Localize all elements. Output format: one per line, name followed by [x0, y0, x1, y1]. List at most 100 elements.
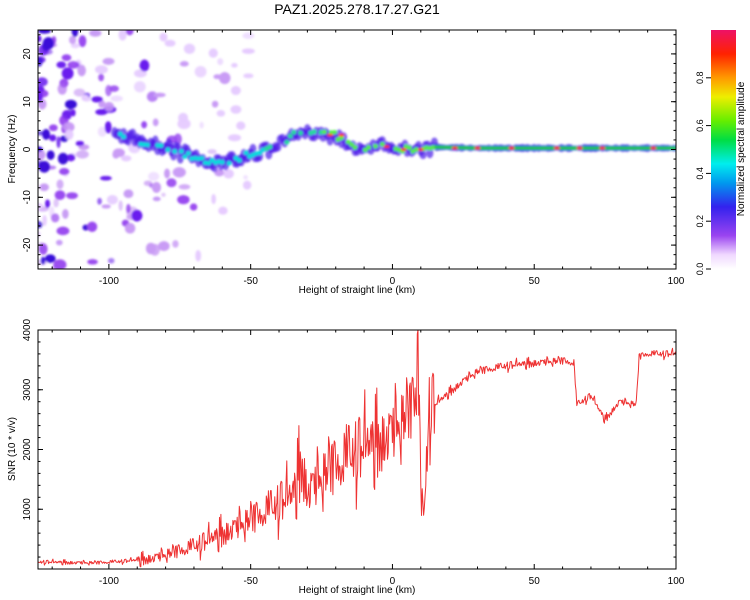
- spectrogram-noise-blob: [159, 32, 168, 42]
- spectrogram-noise-blob: [100, 175, 112, 181]
- spectrogram-noise-blob: [75, 141, 84, 147]
- colorbar-label: Normalized spectral amplitude: [736, 81, 747, 216]
- spectrogram-noise-blob: [95, 65, 108, 74]
- spectrogram-ridge-core: [444, 145, 450, 149]
- spectrogram-ridge-core: [560, 146, 565, 150]
- spectrogram-ridge-core: [618, 146, 623, 150]
- spectrogram-ridge-core: [669, 146, 674, 150]
- spectrogram-noise-blob: [178, 184, 191, 190]
- spectrogram-ridge-peak: [650, 146, 657, 150]
- spectrogram-noise-blob: [56, 226, 70, 236]
- spectrogram-noise-blob: [223, 169, 234, 179]
- spectrogram-ridge-core: [362, 147, 368, 153]
- spectrogram-noise-blob: [212, 100, 219, 108]
- snr-x-tick-label: 100: [668, 576, 685, 587]
- spectrogram-noise-blob: [38, 220, 43, 229]
- spectrogram-ridge-core: [243, 150, 249, 156]
- colorbar-tick-label: 0.4: [695, 167, 705, 180]
- spectrogram-ridge-core: [413, 147, 419, 152]
- spectrogram-noise-blob: [73, 88, 86, 97]
- spectrogram-noise-blob: [164, 39, 176, 47]
- spectrogram-ridge-core: [145, 142, 150, 147]
- spectrogram-noise-blob: [104, 102, 114, 112]
- spectrogram-noise-blob: [62, 110, 72, 120]
- spectrogram-noise-blob: [207, 149, 217, 155]
- spectrogram-noise-blob: [109, 85, 119, 92]
- spectrogram-ridge-core: [641, 146, 647, 150]
- spectrogram-noise: [38, 30, 255, 269]
- spectrogram-noise-blob: [70, 109, 76, 117]
- spectrogram-noise-blob: [70, 43, 80, 49]
- spectrogram-ridge-core: [522, 146, 528, 150]
- spectrogram-ridge-core: [638, 146, 644, 150]
- spectrogram-ridge-core: [607, 146, 613, 150]
- spectrogram-noise-blob: [97, 197, 102, 205]
- spectrogram-ridge-core: [587, 146, 593, 150]
- spectrogram-noise-blob: [183, 43, 196, 54]
- spectrogram-ridge-core: [658, 146, 664, 150]
- spectrogram-ridge-core: [209, 158, 215, 163]
- spectrogram-ridge-core: [328, 130, 334, 135]
- spectrogram-noise-blob: [59, 168, 70, 175]
- spectrogram-x-tick-label: -100: [99, 276, 119, 287]
- spectrogram-ridge-core: [488, 146, 494, 150]
- chart-title: PAZ1.2025.278.17.27.G21: [274, 1, 440, 17]
- spectrogram-noise-blob: [195, 250, 201, 262]
- spectrogram-ridge-core: [594, 146, 600, 150]
- spectrogram-noise-blob: [76, 150, 89, 159]
- spectrogram-noise-blob: [87, 221, 98, 232]
- spectrogram-ridge-core: [165, 147, 171, 152]
- snr-series-line: [38, 330, 676, 568]
- spectrogram-noise-blob: [38, 57, 43, 67]
- spectrogram-ridge-core: [563, 146, 569, 150]
- spectrogram-noise-blob: [56, 179, 64, 190]
- spectrogram-noise-blob: [50, 213, 60, 223]
- spectrogram-noise-blob: [98, 100, 106, 108]
- spectrogram-noise-blob: [152, 118, 159, 127]
- spectrogram-noise-blob: [228, 134, 241, 142]
- spectrogram-noise-blob: [146, 91, 158, 102]
- spectrogram-noise-blob: [158, 241, 170, 251]
- spectrogram-ridge-core: [267, 144, 273, 150]
- spectrogram-ridge-core: [352, 145, 358, 150]
- spectrogram-noise-blob: [53, 198, 59, 208]
- spectrogram-ridge-core: [226, 160, 232, 166]
- spectrogram-ridge-core: [257, 150, 263, 156]
- spectrogram-ridge-peak: [553, 146, 560, 150]
- spectrogram-noise-blob: [218, 206, 228, 215]
- spectrogram-ridge-core: [495, 146, 501, 150]
- spectrogram-ridge-core: [590, 146, 596, 150]
- spectrogram-x-axis: -100 -50 0 50 100: [51, 30, 685, 287]
- spectrogram-ridge-core: [206, 160, 212, 166]
- spectrogram-ridge-core: [628, 146, 634, 150]
- snr-x-axis: -100 -50 0 50 100: [51, 330, 685, 587]
- spectrogram-ridge-peak: [599, 146, 606, 150]
- spectrogram-ridge-core: [407, 145, 412, 151]
- spectrogram-noise-blob: [71, 30, 79, 37]
- spectrogram-noise-blob: [199, 121, 204, 129]
- spectrogram-noise-blob: [145, 242, 156, 255]
- spectrogram-ridge-peak: [451, 146, 458, 150]
- spectrogram-ridge-halo: [419, 150, 427, 160]
- spectrogram-noise-blob: [38, 30, 51, 34]
- spectrogram-noise-blob: [118, 30, 127, 41]
- spectrogram-noise-blob: [38, 161, 50, 173]
- spectrogram-ridge-halo: [378, 136, 386, 145]
- snr-panel: -100 -50 0 50 100 1000 2000 3000 4000 Height of…: [7, 318, 685, 596]
- spectrogram-ridge-core: [624, 146, 630, 150]
- spectrogram-noise-blob: [125, 30, 134, 36]
- spectrogram-noise-blob: [102, 58, 115, 65]
- spectrogram-ridge-halo: [426, 148, 434, 159]
- spectrogram-noise-blob: [121, 155, 132, 162]
- spectrogram-ridge-halo: [274, 142, 282, 152]
- spectrogram-y-tick-label: -20: [22, 237, 33, 252]
- colorbar-tick-label: 0.6: [695, 119, 705, 132]
- spectrogram-noise-blob: [91, 96, 103, 103]
- snr-x-tick-label: -50: [243, 576, 258, 587]
- spectrogram-ridge-core: [298, 130, 303, 136]
- spectrogram-noise-blob: [118, 200, 123, 211]
- spectrogram-x-tick-label: 0: [390, 276, 396, 287]
- spectrogram-ridge-core: [529, 146, 535, 150]
- spectrogram-ridge-core: [236, 158, 242, 163]
- spectrogram-ridge-core: [349, 142, 355, 147]
